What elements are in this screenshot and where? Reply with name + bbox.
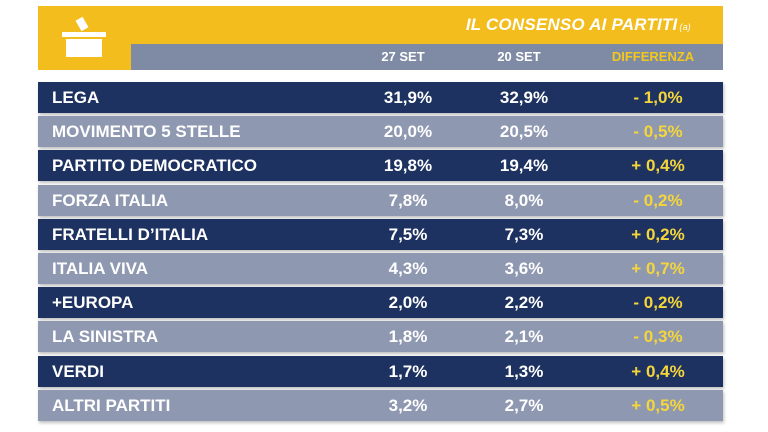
value-27-set: 19,8% [383,156,433,176]
table-row: FRATELLI D’ITALIA 7,5% 7,3% + 0,2% [38,218,723,250]
value-27-set: 7,8% [388,190,428,210]
table-row: LEGA 31,9% 32,9% - 1,0% [38,82,723,113]
value-difference: - 0,2% [633,293,683,313]
party-name: PARTITO DEMOCRATICO [52,156,257,176]
value-difference: + 0,4% [631,361,685,381]
table-row: FORZA ITALIA 7,8% 8,0% - 0,2% [38,184,723,216]
title-note: (a) [679,22,691,32]
value-20-set: 2,1% [504,327,544,347]
column-header-27-set: 27 SET [381,49,425,64]
page-title: IL CONSENSO AI PARTITI (a) [466,15,691,35]
value-difference: + 0,2% [631,224,685,244]
column-header-differenza: DIFFERENZA [611,49,695,64]
party-name: VERDI [52,361,104,381]
party-name: FORZA ITALIA [52,190,169,210]
value-20-set: 2,7% [504,395,544,415]
value-20-set: 7,3% [504,224,544,244]
value-20-set: 1,3% [504,361,544,381]
title-bar: IL CONSENSO AI PARTITI (a) [131,6,723,44]
title-text: IL CONSENSO AI PARTITI [465,15,678,34]
column-header-20-set: 20 SET [497,49,541,64]
table-row: ALTRI PARTITI 3,2% 2,7% + 0,5% [38,389,723,421]
value-20-set: 8,0% [504,190,544,210]
value-27-set: 3,2% [388,395,428,415]
table-row: LA SINISTRA 1,8% 2,1% - 0,3% [38,321,723,353]
value-20-set: 20,5% [499,122,549,142]
party-name: FRATELLI D’ITALIA [52,224,209,244]
value-27-set: 31,9% [383,88,433,107]
table-row: ITALIA VIVA 4,3% 3,6% + 0,7% [38,252,723,284]
ballot-box-icon [62,16,106,57]
value-27-set: 7,5% [388,224,428,244]
value-27-set: 1,8% [388,327,428,347]
value-20-set: 3,6% [504,258,544,278]
value-difference: + 0,5% [631,395,685,415]
value-20-set: 19,4% [499,156,549,176]
value-20-set: 32,9% [499,88,549,107]
party-name: ALTRI PARTITI [52,395,171,415]
value-27-set: 20,0% [383,122,433,142]
value-difference: + 0,7% [631,258,685,278]
party-name: ITALIA VIVA [52,258,149,278]
party-name: LEGA [52,88,100,107]
value-difference: - 0,5% [633,122,683,142]
value-20-set: 2,2% [504,293,544,313]
party-name: LA SINISTRA [52,327,159,347]
value-difference: + 0,4% [631,156,685,176]
value-difference: - 1,0% [633,88,683,107]
value-difference: - 0,3% [633,327,683,347]
value-27-set: 1,7% [388,361,428,381]
value-27-set: 2,0% [388,293,428,313]
party-name: +EUROPA [52,293,134,313]
column-header-band: 27 SET 20 SET DIFFERENZA [131,44,723,70]
table-row: MOVIMENTO 5 STELLE 20,0% 20,5% - 0,5% [38,116,723,148]
results-table: LEGA 31,9% 32,9% - 1,0% MOVIMENTO 5 STEL… [38,82,723,424]
logo-box [38,6,131,70]
party-name: MOVIMENTO 5 STELLE [52,122,241,142]
table-row: VERDI 1,7% 1,3% + 0,4% [38,355,723,387]
table-row: +EUROPA 2,0% 2,2% - 0,2% [38,287,723,319]
value-27-set: 4,3% [388,258,428,278]
table-row: PARTITO DEMOCRATICO 19,8% 19,4% + 0,4% [38,150,723,182]
value-difference: - 0,2% [633,190,683,210]
